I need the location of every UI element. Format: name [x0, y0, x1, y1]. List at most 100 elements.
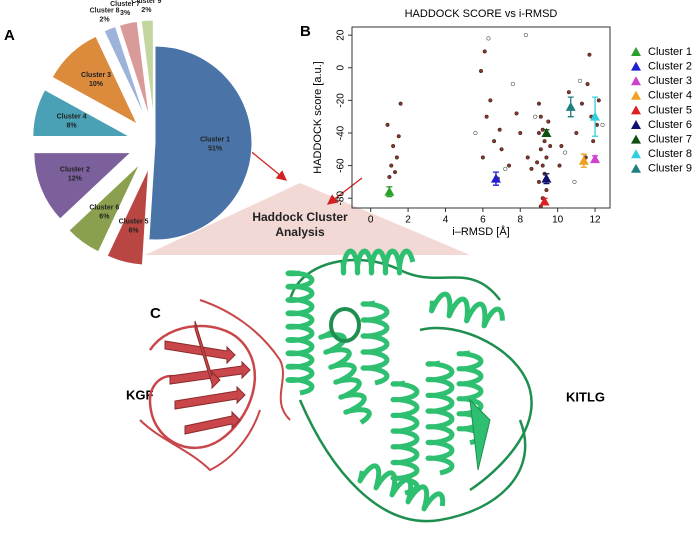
data-point [518, 130, 523, 136]
data-point [548, 143, 553, 149]
legend-marker [631, 105, 641, 115]
structure-label: KITLG [566, 389, 605, 404]
cluster-marker [384, 186, 395, 196]
data-point [473, 130, 478, 136]
data-point [536, 179, 542, 184]
coil [199, 299, 291, 421]
legend-marker [631, 61, 641, 71]
data-point [591, 139, 596, 144]
slice-label: Cluster 6 [89, 205, 119, 212]
data-point [492, 139, 497, 144]
y-tick-label: -20 [336, 93, 347, 108]
data-point [389, 163, 394, 168]
data-point [523, 33, 528, 38]
slice-label: Cluster 3 [81, 72, 111, 79]
pie-slice [118, 20, 150, 118]
data-point [559, 143, 564, 149]
coil [298, 399, 527, 523]
data-point [563, 150, 568, 155]
plot-frame [351, 26, 611, 209]
data-point [546, 119, 551, 124]
data-point [538, 147, 543, 152]
cluster-marker [590, 111, 601, 121]
pie-slice [106, 167, 150, 266]
x-tick-label: 12 [589, 215, 601, 226]
coil [419, 326, 533, 492]
structure-label: KGF [126, 387, 154, 402]
data-point [503, 166, 508, 171]
data-point [578, 78, 583, 83]
cluster-marker [490, 173, 501, 183]
y-axis-label: HADDOCK score [a.u.] [312, 61, 324, 173]
helix-end [329, 307, 361, 343]
pie-slice [33, 152, 133, 220]
slice-label: Cluster 9 [131, 0, 161, 5]
legend-label: Cluster 4 [648, 90, 692, 102]
slice-label: Cluster 7 [110, 1, 140, 8]
cluster-marker [590, 154, 601, 164]
x-axis-label: i–RMSD [Å] [452, 225, 509, 238]
data-point [596, 98, 601, 103]
slice-value-label: 8% [67, 122, 78, 129]
panel-label: B [300, 23, 311, 40]
data-point [398, 101, 403, 106]
data-point [579, 101, 585, 106]
strand [174, 385, 246, 410]
data-point [536, 130, 542, 136]
slice-value-label: 6% [129, 227, 140, 234]
data-point [587, 52, 592, 57]
x-tick-label: 10 [552, 215, 564, 226]
data-point [542, 139, 547, 144]
data-point [484, 114, 489, 119]
pie-slice [103, 25, 146, 120]
coil [288, 258, 501, 301]
pie-slice [68, 163, 141, 253]
data-point [482, 49, 487, 54]
data-point [574, 130, 579, 136]
legend-label: Cluster 6 [648, 119, 692, 131]
helix [425, 360, 455, 476]
helix [318, 330, 372, 425]
data-point [538, 114, 543, 119]
legend-label: Cluster 9 [648, 163, 692, 175]
y-tick-label: -60 [336, 158, 347, 173]
legend-marker [631, 163, 641, 173]
data-point [600, 122, 605, 127]
x-tick-label: 6 [480, 215, 486, 226]
legend-label: Cluster 3 [648, 75, 692, 87]
arrow [326, 177, 363, 205]
legend-label: Cluster 5 [648, 104, 692, 116]
data-point [585, 82, 590, 87]
data-point [544, 188, 549, 193]
data-point [535, 160, 540, 165]
panel-label: A [4, 27, 15, 44]
data-point [572, 179, 577, 184]
strand [184, 410, 241, 435]
x-tick-label: 0 [368, 215, 374, 226]
data-point [392, 170, 398, 175]
coil [148, 324, 257, 450]
data-point [506, 163, 512, 168]
protein-structure [139, 248, 533, 523]
legend-marker [631, 47, 641, 56]
callout-text: Haddock Cluster Analysis [252, 210, 348, 239]
coil [139, 409, 261, 472]
helix [285, 270, 315, 396]
pie-slice [32, 89, 131, 138]
slice-value-label: 51% [208, 146, 223, 153]
legend-marker [631, 90, 641, 100]
pie-slice [51, 35, 139, 126]
slice-value-label: 12% [68, 176, 83, 183]
y-tick-label: 20 [336, 29, 347, 41]
legend-label: Cluster 7 [648, 134, 692, 146]
slice-label: Cluster 8 [90, 7, 120, 14]
helix [456, 350, 484, 446]
slice-label: Cluster 5 [119, 218, 149, 225]
slice-value-label: 2% [141, 7, 152, 14]
panel-label: C [150, 305, 161, 322]
x-tick-label: 4 [443, 215, 449, 226]
data-point [529, 166, 534, 171]
data-point [480, 155, 485, 160]
legend-label: Cluster 1 [648, 46, 692, 58]
